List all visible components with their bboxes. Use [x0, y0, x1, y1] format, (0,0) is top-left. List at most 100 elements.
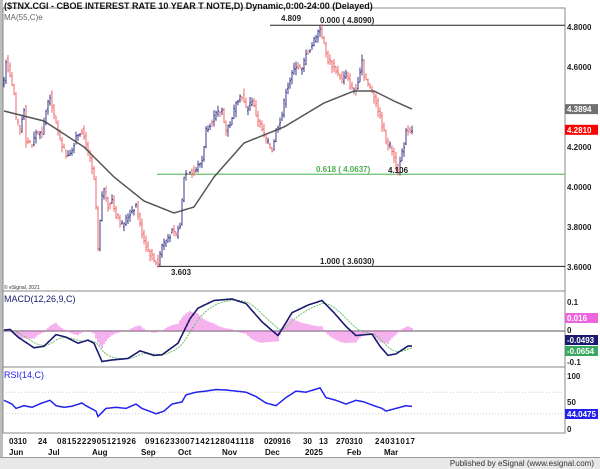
price-bar	[327, 50, 329, 65]
x-day-label: 270310	[336, 437, 363, 446]
rsi-label: RSI(14,C)	[4, 370, 44, 380]
price-bar	[335, 65, 337, 74]
price-bar	[331, 59, 333, 73]
price-bar	[47, 99, 49, 115]
ma-last-badge: 4.3894	[565, 104, 598, 115]
price-bar	[213, 110, 215, 127]
price-bar	[187, 173, 189, 175]
price-bar	[153, 252, 155, 263]
price-bar	[381, 111, 383, 132]
price-bar	[197, 160, 199, 173]
price-bar	[117, 212, 119, 220]
last-price-badge-text: 4.2810	[567, 126, 592, 135]
price-bar	[85, 131, 87, 151]
rsi-last-badge-bg	[565, 409, 598, 419]
price-bar	[285, 88, 287, 108]
price-axis-tick: 4.6000	[567, 63, 592, 72]
price-bar	[339, 73, 341, 80]
rsi-series	[3, 386, 565, 418]
rsi-panel	[2, 366, 566, 434]
price-bar	[243, 88, 245, 104]
signal-last-badge-bg	[565, 346, 598, 356]
price-bar	[255, 100, 257, 117]
price-bar	[247, 105, 249, 116]
price-bar	[241, 96, 243, 101]
rsi-line	[3, 386, 412, 418]
price-bar	[169, 234, 171, 243]
price-bar	[321, 23, 323, 39]
price-bar	[131, 205, 133, 215]
price-bar	[157, 254, 159, 268]
last-price-badge: 4.2810	[565, 124, 598, 135]
price-bar	[301, 67, 303, 75]
price-bar	[259, 119, 261, 128]
price-bar	[73, 142, 75, 154]
price-bar	[183, 176, 185, 203]
price-bar	[97, 205, 99, 252]
rsi-last-badge: 44.0475	[565, 409, 598, 419]
panels	[2, 7, 566, 434]
price-bar	[165, 239, 167, 248]
ma-label: MA(55,C)e	[4, 13, 43, 22]
price-bar	[185, 170, 187, 181]
rsi-last-badge-text: 44.0475	[567, 410, 596, 419]
macd-line	[3, 298, 412, 363]
price-bar	[121, 220, 123, 225]
price-bar	[375, 93, 377, 108]
price-bar	[325, 41, 327, 58]
price-bar	[133, 209, 135, 216]
x-day-label: 24031017	[375, 437, 416, 446]
macd-hist-badge-text: 0.016	[567, 314, 588, 323]
price-bar	[297, 62, 299, 70]
price-bar	[179, 222, 181, 230]
price-bar	[39, 130, 41, 140]
price-bar	[161, 243, 163, 258]
macd-axis-tick: 0.1	[567, 298, 579, 307]
price-bar	[103, 187, 105, 200]
price-bar	[329, 54, 331, 65]
ma55-line	[3, 90, 413, 214]
left-border	[0, 0, 3, 457]
price-bar	[35, 129, 37, 144]
price-bar	[221, 107, 223, 116]
price-bar	[289, 77, 291, 89]
price-bar	[101, 191, 103, 222]
price-bar	[281, 111, 283, 121]
price-bar	[411, 125, 413, 135]
price-bar	[251, 97, 253, 107]
publisher-text: Published by eSignal (www.esignal.com)	[449, 459, 594, 468]
price-bar	[347, 71, 349, 82]
price-bar	[383, 122, 385, 132]
price-bar	[385, 129, 387, 145]
price-bar	[55, 115, 57, 124]
x-axis-months: Jun Jul Aug Sep Oct Nov Dec 2025 Feb Mar	[9, 448, 398, 457]
price-bar	[7, 54, 9, 73]
price-bar	[119, 214, 121, 228]
x-month-label: Feb	[347, 448, 361, 457]
status-bar: Published by eSignal (www.esignal.com)	[0, 457, 600, 469]
price-bar	[49, 94, 51, 106]
price-bar	[399, 156, 401, 176]
price-bar	[359, 67, 361, 83]
copyright: © eSignal, 2021	[4, 284, 40, 291]
price-bar	[245, 97, 247, 109]
price-bar	[143, 229, 145, 245]
price-bar	[127, 213, 129, 225]
price-bar	[211, 119, 213, 128]
price-bar	[391, 145, 393, 156]
price-bar	[171, 228, 173, 234]
price-bar	[77, 134, 79, 141]
price-bar	[11, 72, 13, 86]
macd-last-badge-bg	[565, 335, 598, 345]
price-bar	[27, 137, 29, 145]
price-bar	[193, 165, 195, 177]
price-bar	[79, 133, 81, 137]
price-bar	[343, 71, 345, 85]
ma-last-badge-bg	[565, 104, 598, 115]
x-day-label: 0310	[9, 437, 27, 446]
price-bar	[317, 29, 319, 43]
price-bar	[135, 202, 137, 208]
price-bar	[403, 142, 405, 157]
fib-618-label: 0.618 ( 4.0637)	[316, 165, 371, 174]
price-bar	[159, 250, 161, 266]
